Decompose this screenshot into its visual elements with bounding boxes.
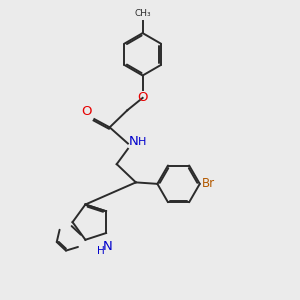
Text: Br: Br xyxy=(202,177,215,190)
Text: H: H xyxy=(138,137,147,147)
Text: CH₃: CH₃ xyxy=(134,9,151,18)
Text: N: N xyxy=(103,239,112,253)
Text: H: H xyxy=(97,246,105,256)
Text: N: N xyxy=(129,135,139,148)
Text: O: O xyxy=(82,105,92,118)
Text: O: O xyxy=(137,91,148,104)
